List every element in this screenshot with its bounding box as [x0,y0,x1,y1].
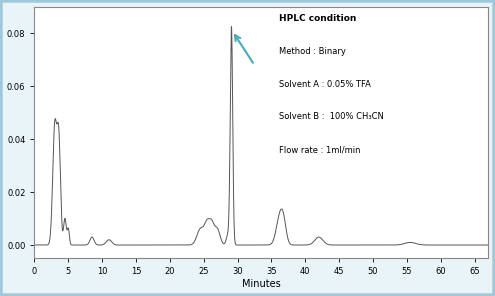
Text: Solvent B :  100% CH₃CN: Solvent B : 100% CH₃CN [279,112,384,121]
X-axis label: Minutes: Minutes [242,279,281,289]
Text: Flow rate : 1ml/min: Flow rate : 1ml/min [279,145,361,154]
Text: Method : Binary: Method : Binary [279,47,346,56]
Text: HPLC condition: HPLC condition [279,15,357,23]
Text: Solvent A : 0.05% TFA: Solvent A : 0.05% TFA [279,80,371,89]
